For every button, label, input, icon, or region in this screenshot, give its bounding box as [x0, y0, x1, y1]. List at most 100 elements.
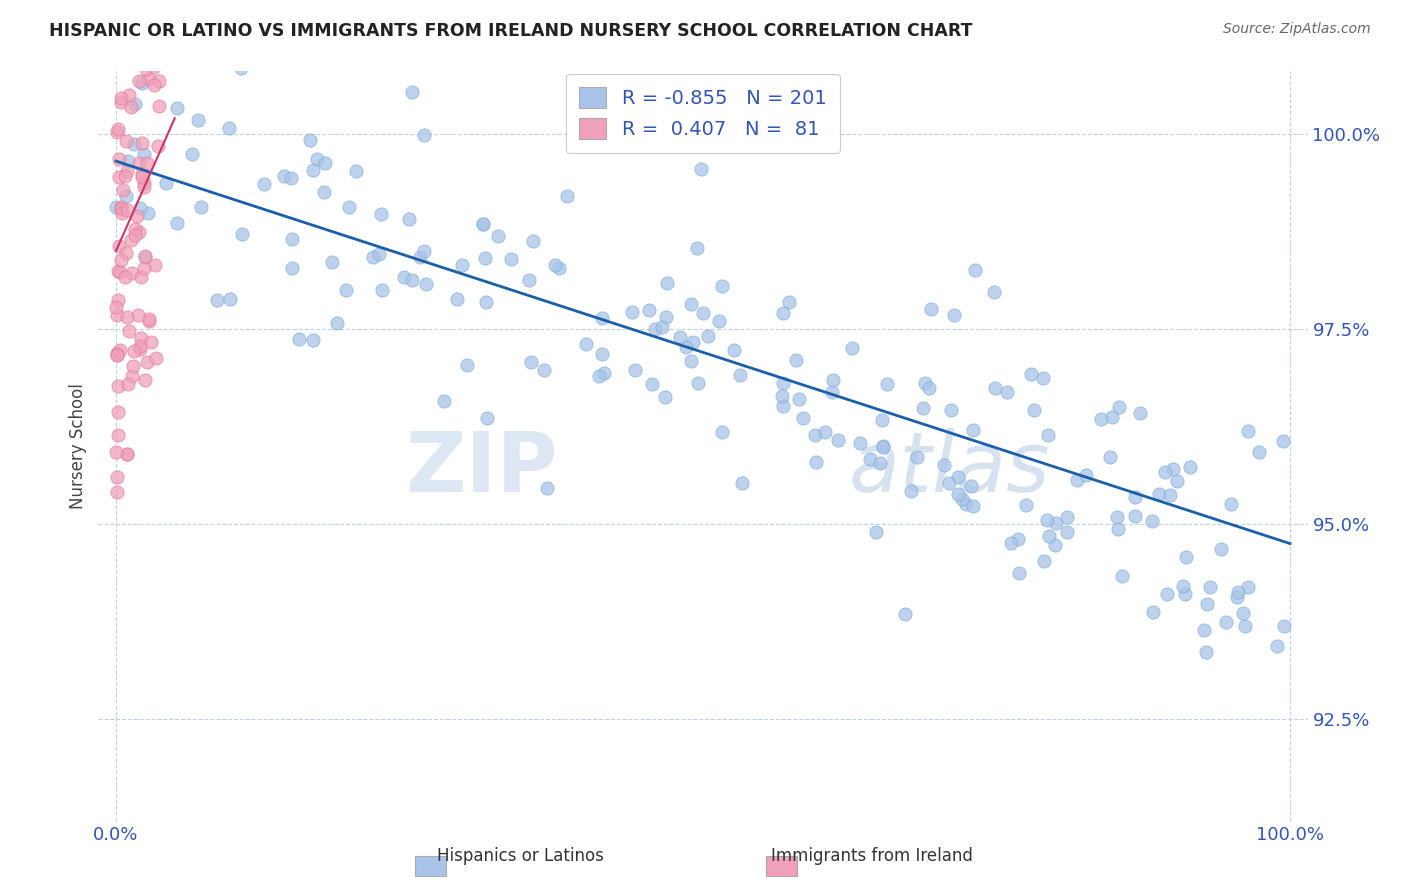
Point	[696, 329, 718, 343]
Point	[1159, 487, 1181, 501]
Point	[128, 10, 150, 24]
Point	[433, 394, 456, 409]
Point	[280, 170, 302, 185]
Point	[120, 234, 142, 248]
Point	[472, 217, 495, 231]
Point	[536, 481, 558, 495]
Point	[592, 366, 614, 380]
Point	[105, 200, 128, 214]
Point	[1232, 606, 1254, 620]
Text: Immigrants from Ireland: Immigrants from Ireland	[770, 847, 973, 865]
Point	[914, 376, 936, 390]
Point	[575, 337, 598, 351]
Point	[876, 377, 898, 392]
Point	[105, 125, 128, 139]
Point	[934, 458, 956, 473]
Point	[136, 355, 159, 369]
Point	[641, 376, 664, 391]
Point	[1195, 645, 1218, 659]
Point	[474, 251, 496, 265]
Point	[814, 425, 837, 440]
Point	[1045, 516, 1067, 531]
Point	[472, 218, 495, 232]
Point	[107, 122, 129, 136]
Point	[533, 362, 555, 376]
Text: HISPANIC OR LATINO VS IMMIGRANTS FROM IRELAND NURSERY SCHOOL CORRELATION CHART: HISPANIC OR LATINO VS IMMIGRANTS FROM IR…	[49, 22, 973, 40]
Point	[555, 188, 578, 202]
Point	[110, 252, 132, 267]
Point	[301, 163, 323, 178]
Point	[138, 72, 160, 87]
Point	[900, 483, 922, 498]
Point	[128, 156, 150, 170]
Point	[118, 324, 141, 338]
Point	[1056, 510, 1078, 524]
Point	[792, 411, 814, 425]
Point	[1140, 514, 1163, 528]
Point	[1111, 569, 1133, 583]
Point	[591, 310, 613, 325]
Point	[129, 331, 152, 345]
Point	[105, 346, 128, 360]
Point	[1007, 532, 1029, 546]
Point	[1101, 409, 1123, 424]
Point	[450, 258, 472, 272]
Point	[124, 227, 146, 242]
Point	[1171, 579, 1194, 593]
Point	[1090, 412, 1112, 426]
Point	[624, 363, 647, 377]
Point	[918, 381, 941, 395]
Point	[1226, 591, 1249, 605]
Point	[122, 136, 145, 151]
Point	[115, 446, 138, 460]
Point	[1174, 549, 1197, 564]
Point	[314, 185, 336, 199]
Point	[117, 153, 139, 168]
Point	[517, 272, 540, 286]
Point	[132, 176, 155, 190]
Point	[187, 112, 209, 127]
Point	[654, 310, 676, 325]
Point	[1271, 434, 1294, 448]
Point	[955, 497, 977, 511]
Point	[110, 200, 132, 214]
Point	[772, 306, 794, 320]
Point	[841, 341, 863, 355]
Point	[166, 216, 188, 230]
Point	[273, 169, 295, 183]
Point	[1038, 529, 1060, 543]
Point	[401, 86, 423, 100]
Point	[772, 376, 794, 390]
Point	[1197, 597, 1219, 611]
Point	[870, 413, 893, 427]
Point	[124, 97, 146, 112]
Point	[143, 78, 166, 92]
Point	[893, 607, 915, 622]
Point	[107, 264, 129, 278]
Point	[1180, 459, 1202, 474]
Point	[823, 374, 845, 388]
Point	[413, 244, 436, 258]
Point	[231, 227, 253, 241]
Point	[122, 343, 145, 358]
Point	[654, 390, 676, 404]
Point	[939, 403, 962, 417]
Point	[115, 134, 138, 148]
Point	[110, 202, 132, 216]
Point	[588, 369, 610, 384]
Point	[110, 95, 132, 110]
Point	[778, 295, 800, 310]
Point	[125, 209, 148, 223]
Point	[132, 260, 155, 275]
Point	[105, 300, 128, 314]
Point	[105, 308, 128, 322]
Point	[650, 319, 672, 334]
Point	[912, 401, 935, 415]
Point	[686, 241, 709, 255]
Point	[995, 385, 1018, 400]
Point	[136, 205, 159, 219]
Point	[669, 330, 692, 344]
Point	[415, 277, 437, 291]
Point	[132, 147, 155, 161]
Point	[128, 74, 150, 88]
